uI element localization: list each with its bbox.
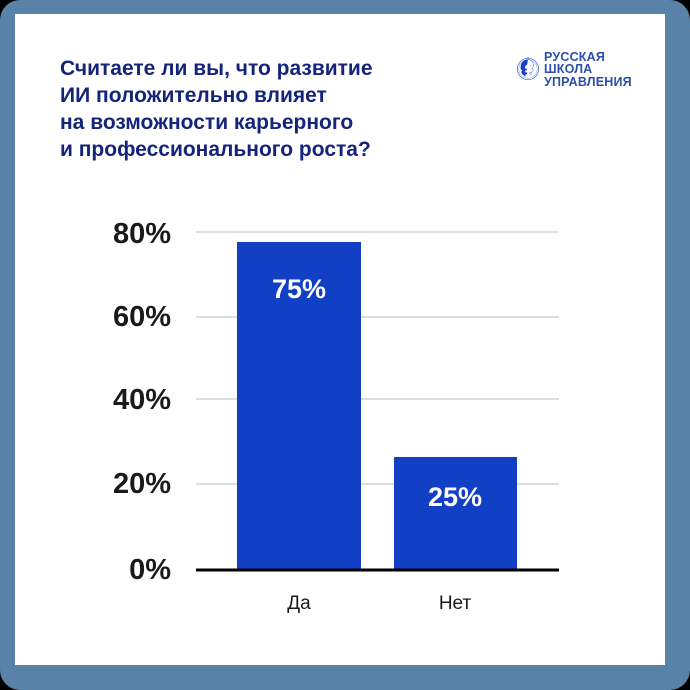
svg-text:60%: 60% [113,301,171,333]
svg-text:Нет: Нет [439,593,472,614]
svg-text:25%: 25% [428,482,482,512]
svg-text:75%: 75% [272,274,326,304]
svg-text:20%: 20% [113,468,171,500]
svg-text:40%: 40% [113,384,171,416]
svg-text:80%: 80% [113,218,171,250]
svg-text:Да: Да [287,593,311,614]
svg-text:0%: 0% [129,554,171,586]
